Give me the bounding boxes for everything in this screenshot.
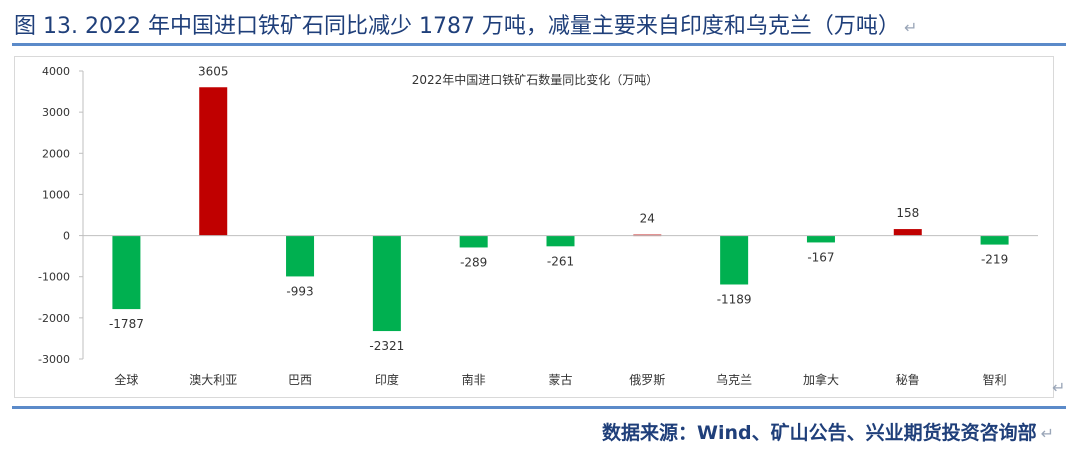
x-tick-label: 印度 — [375, 372, 399, 387]
data-labels-group: -1787 3605 -993 -2321 -289 -261 24 -1189 -167 158… — [109, 64, 1008, 353]
return-mark-icon: ↵ — [903, 18, 918, 37]
figure-title-text: 图 13. 2022 年中国进口铁矿石同比减少 1787 万吨，减量主要来自印度… — [14, 14, 900, 39]
data-label: -2321 — [369, 339, 404, 353]
bar — [806, 235, 835, 243]
x-tick-label: 全球 — [114, 372, 138, 387]
y-tick-label: -1000 — [38, 271, 70, 284]
x-tick-label: 加拿大 — [803, 372, 839, 387]
data-label: 158 — [896, 206, 919, 220]
top-rule — [12, 43, 1066, 46]
return-mark-icon: ↵ — [1052, 378, 1066, 397]
bar-chart: 2022年中国进口铁矿石数量同比变化（万吨） 4000 3000 2000 1000 0… — [38, 64, 1038, 387]
bar — [720, 235, 749, 285]
bar — [372, 235, 401, 332]
return-mark-icon: ↵ — [1040, 424, 1054, 443]
x-tick-label: 俄罗斯 — [629, 373, 665, 387]
data-label: -1189 — [717, 292, 752, 306]
bottom-rule — [12, 406, 1066, 409]
bar — [546, 235, 575, 247]
data-label: -289 — [460, 255, 487, 269]
data-label: 24 — [640, 212, 655, 226]
y-axis: 4000 3000 2000 1000 0 -1000 -2000 -3000 — [38, 65, 84, 366]
x-tick-label: 智利 — [983, 372, 1007, 387]
bar — [459, 235, 488, 248]
x-tick-label: 秘鲁 — [896, 373, 920, 387]
data-label: -219 — [981, 253, 1008, 267]
bar — [112, 235, 141, 310]
data-label: -167 — [807, 250, 834, 264]
data-label: -1787 — [109, 317, 144, 331]
x-tick-label: 乌克兰 — [716, 372, 752, 387]
y-tick-label: 0 — [63, 230, 70, 243]
y-tick-label: 2000 — [42, 147, 70, 160]
bars-group — [112, 87, 1009, 332]
x-tick-label: 南非 — [462, 372, 486, 387]
y-tick-label: 4000 — [42, 65, 70, 78]
chart-title: 2022年中国进口铁矿石数量同比变化（万吨） — [412, 72, 659, 87]
y-tick-label: -2000 — [38, 312, 70, 325]
source-note: 数据来源：Wind、矿山公告、兴业期货投资咨询部 ↵ — [602, 418, 1054, 445]
x-tick-label: 巴西 — [288, 373, 312, 387]
x-tick-label: 澳大利亚 — [189, 373, 237, 387]
data-label: -993 — [286, 284, 313, 298]
bar — [893, 229, 922, 236]
y-tick-label: 3000 — [42, 106, 70, 119]
bar — [980, 235, 1009, 245]
bar — [286, 235, 315, 277]
y-tick-label: -3000 — [38, 353, 70, 366]
chart-frame — [14, 56, 1054, 398]
y-tick-label: 1000 — [42, 188, 70, 201]
data-label: -261 — [547, 254, 574, 268]
source-text: 数据来源：Wind、矿山公告、兴业期货投资咨询部 — [601, 422, 1037, 444]
x-axis: 全球 澳大利亚 巴西 印度 南非 蒙古 俄罗斯 乌克兰 加拿大 秘鲁 智利 — [83, 235, 1038, 387]
data-label: 3605 — [198, 64, 229, 78]
bar — [199, 87, 228, 236]
figure-title: 图 13. 2022 年中国进口铁矿石同比减少 1787 万吨，减量主要来自印度… — [14, 8, 917, 40]
x-tick-label: 蒙古 — [548, 372, 572, 387]
